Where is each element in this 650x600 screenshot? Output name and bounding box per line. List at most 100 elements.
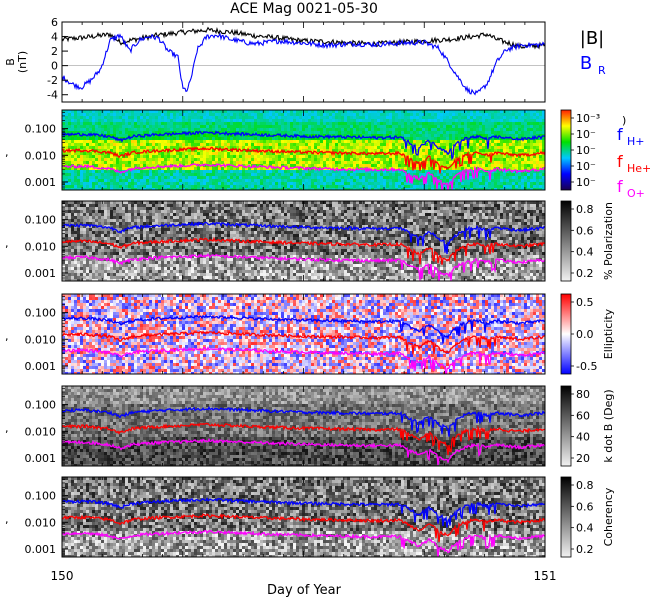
heat-cell (353, 122, 356, 125)
heat-cell (137, 143, 140, 146)
heat-cell (272, 128, 275, 131)
heat-cell (89, 252, 92, 255)
heat-cell (395, 167, 398, 170)
heat-cell (194, 179, 197, 182)
heat-cell (398, 137, 401, 140)
heat-cell (74, 204, 77, 207)
heat-cell (296, 167, 299, 170)
heat-cell (92, 122, 95, 125)
heat-cell (89, 201, 92, 204)
heat-cell (149, 143, 152, 146)
heat-cell (446, 140, 449, 143)
heat-cell (350, 176, 353, 179)
heat-cell (203, 140, 206, 143)
heat-cell (68, 270, 71, 273)
heat-cell (272, 152, 275, 155)
heat-cell (509, 131, 512, 134)
heat-cell (203, 173, 206, 176)
heat-cell (71, 255, 74, 258)
heat-cell (455, 137, 458, 140)
heat-cell (125, 134, 128, 137)
heat-cell (266, 143, 269, 146)
heat-cell (332, 158, 335, 161)
heat-cell (128, 125, 131, 128)
heat-cell (161, 140, 164, 143)
heat-cell (536, 185, 539, 188)
heat-cell (320, 143, 323, 146)
heat-cell (338, 161, 341, 164)
heat-cell (110, 125, 113, 128)
heat-cell (74, 219, 77, 222)
heat-cell (236, 176, 239, 179)
heat-cell (473, 185, 476, 188)
heat-cell (176, 113, 179, 116)
heat-cell (500, 170, 503, 173)
heat-cell (395, 155, 398, 158)
heat-cell (311, 131, 314, 134)
heat-cell (368, 149, 371, 152)
heat-cell (488, 131, 491, 134)
heat-cell (65, 155, 68, 158)
heat-cell (131, 128, 134, 131)
heat-cell (542, 170, 545, 173)
heat-cell (308, 131, 311, 134)
heat-cell (86, 258, 89, 261)
heat-cell (143, 125, 146, 128)
heat-cell (80, 201, 83, 204)
heat-cell (122, 246, 125, 249)
heat-cell (383, 149, 386, 152)
heat-cell (77, 234, 80, 237)
heat-cell (296, 137, 299, 140)
heat-cell (542, 122, 545, 125)
heat-cell (176, 125, 179, 128)
heat-cell (296, 119, 299, 122)
heat-cell (83, 119, 86, 122)
heat-cell (326, 125, 329, 128)
heat-cell (287, 173, 290, 176)
heat-cell (257, 155, 260, 158)
heat-cell (509, 122, 512, 125)
heat-cell (179, 113, 182, 116)
heat-cell (83, 125, 86, 128)
heat-cell (245, 140, 248, 143)
heat-cell (314, 170, 317, 173)
heat-cell (482, 182, 485, 185)
heat-cell (68, 228, 71, 231)
heat-cell (368, 155, 371, 158)
heat-cell (125, 110, 128, 113)
heat-cell (461, 185, 464, 188)
heat-cell (281, 152, 284, 155)
heat-cell (230, 188, 233, 190)
heat-cell (125, 213, 128, 216)
heat-cell (380, 137, 383, 140)
heat-cell (278, 122, 281, 125)
heat-cell (275, 122, 278, 125)
heat-cell (257, 146, 260, 149)
heat-cell (89, 116, 92, 119)
heat-cell (173, 185, 176, 188)
heat-cell (143, 128, 146, 131)
heat-cell (122, 131, 125, 134)
heat-cell (299, 134, 302, 137)
heat-cell (134, 125, 137, 128)
heat-cell (281, 146, 284, 149)
heat-cell (473, 164, 476, 167)
heat-cell (419, 173, 422, 176)
heat-cell (365, 182, 368, 185)
heat-cell (437, 125, 440, 128)
heat-cell (68, 267, 71, 270)
heat-cell (257, 185, 260, 188)
heat-cell (347, 113, 350, 116)
heat-cell (107, 128, 110, 131)
heat-cell (74, 155, 77, 158)
heat-cell (98, 185, 101, 188)
heat-cell (524, 140, 527, 143)
heat-cell (497, 146, 500, 149)
heat-cell (119, 276, 122, 279)
heat-cell (137, 128, 140, 131)
heat-cell (314, 182, 317, 185)
heat-cell (365, 134, 368, 137)
heat-cell (323, 131, 326, 134)
heat-cell (515, 158, 518, 161)
heat-cell (542, 131, 545, 134)
